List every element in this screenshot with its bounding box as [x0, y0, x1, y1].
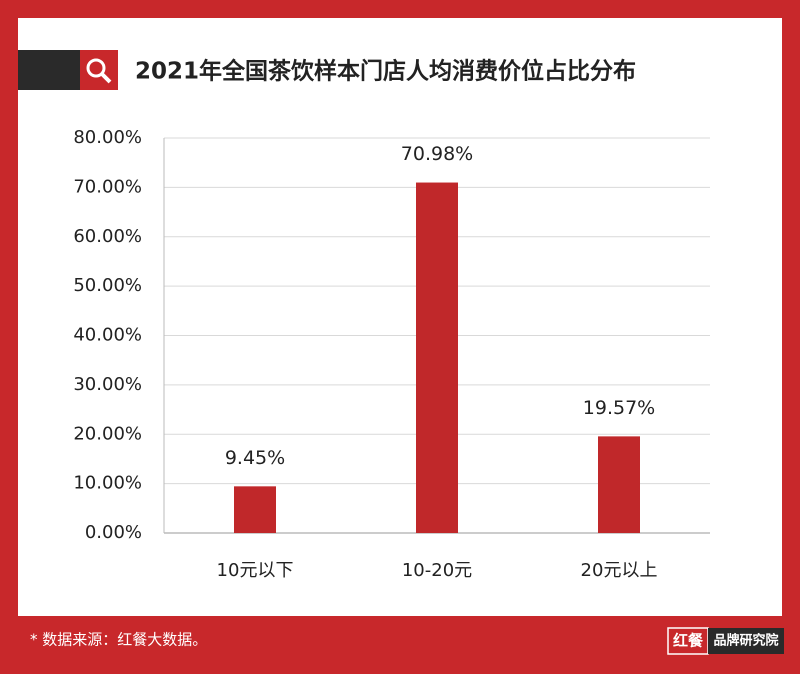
bar: [598, 436, 640, 533]
title-tab: [18, 50, 80, 90]
logo-mark: 红餐: [673, 632, 704, 650]
bar: [416, 182, 458, 533]
x-tick-label: 10-20元: [402, 560, 472, 581]
y-tick-label: 60.00%: [73, 226, 142, 247]
y-tick-label: 20.00%: [73, 423, 142, 444]
value-label: 9.45%: [225, 447, 285, 469]
y-tick-label: 0.00%: [85, 522, 142, 543]
value-label: 70.98%: [401, 143, 473, 165]
panel: [18, 18, 782, 616]
logo-box: [667, 627, 709, 655]
value-label: 19.57%: [583, 397, 655, 419]
chart-title: 2021年全国茶饮样本门店人均消费价位占比分布: [135, 58, 636, 85]
magnifier: [86, 58, 106, 78]
y-tick-label: 80.00%: [73, 127, 142, 148]
title-icon: [80, 50, 118, 90]
x-tick-label: 10元以下: [217, 560, 294, 581]
magnifier-handle: [100, 72, 112, 84]
y-tick-label: 40.00%: [73, 325, 142, 346]
y-tick-label: 70.00%: [73, 176, 142, 197]
logo-text: 品牌研究院: [713, 633, 778, 649]
source-note: * 数据来源：红餐大数据。: [30, 631, 207, 649]
y-tick-label: 30.00%: [73, 374, 142, 395]
bar: [234, 486, 276, 533]
y-tick-label: 50.00%: [73, 275, 142, 296]
y-tick-label: 10.00%: [73, 473, 142, 494]
x-tick-label: 20元以上: [581, 560, 658, 581]
logo-tab: [708, 628, 784, 654]
